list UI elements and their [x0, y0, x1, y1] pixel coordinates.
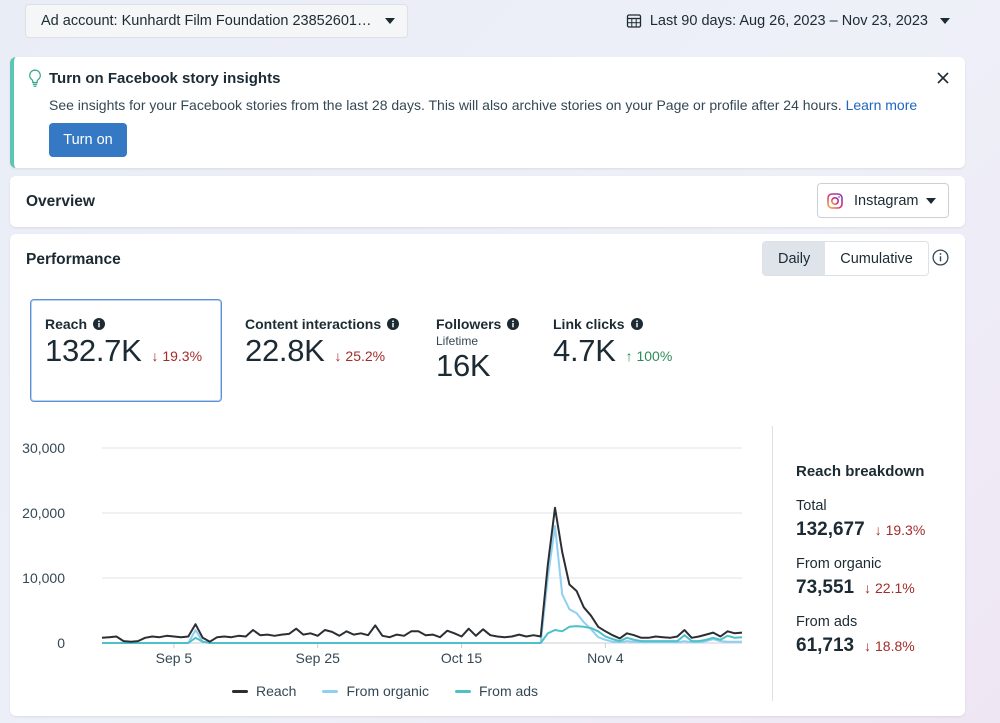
chevron-down-icon [385, 18, 395, 24]
metric-change: ↓ 19.3% [151, 348, 202, 364]
metric-change: ↓ 25.2% [335, 348, 386, 364]
series-line-from-organic [102, 525, 742, 644]
metric-change-value: 19.3% [162, 348, 203, 364]
info-icon[interactable] [630, 318, 643, 330]
metric-name-label: Reach [45, 316, 88, 332]
y-tick-label: 20,000 [22, 505, 65, 521]
y-tick-label: 10,000 [22, 570, 65, 586]
ad-account-dropdown[interactable]: Ad account: Kunhardt Film Foundation 238… [25, 4, 408, 38]
performance-panel: Performance Daily Cumulative Reach 132.7… [10, 234, 965, 716]
metric-content-interactions[interactable]: Content interactions 22.8K ↓ 25.2% [245, 316, 400, 369]
toggle-cumulative[interactable]: Cumulative [825, 242, 928, 275]
breakdown-change: ↓ 22.1% [864, 580, 915, 596]
metric-change: ↑ 100% [626, 348, 673, 364]
arrow-down-icon: ↓ [151, 348, 163, 364]
x-tick-label: Sep 5 [156, 650, 193, 666]
metric-name: Link clicks [553, 316, 672, 332]
breakdown-change: ↓ 19.3% [874, 522, 926, 538]
legend-swatch [454, 689, 471, 693]
x-tick-label: Sep 25 [296, 650, 341, 666]
arrow-down-icon: ↓ [334, 348, 346, 364]
overview-title: Overview [26, 193, 95, 210]
divider [772, 426, 773, 701]
banner-description-text: See insights for your Facebook stories f… [49, 97, 842, 113]
overview-header: Overview Instagram [10, 176, 965, 227]
story-insights-banner: Turn on Facebook story insights See insi… [10, 57, 965, 168]
breakdown-label: From organic [796, 556, 882, 572]
info-icon[interactable] [93, 318, 106, 330]
daily-cumulative-toggle: Daily Cumulative [762, 241, 929, 276]
legend-label: From organic [346, 683, 429, 699]
breakdown-number: 132,677 [796, 519, 865, 540]
legend-swatch [232, 689, 248, 693]
breakdown-value: 73,551 ↓ 22.1% [796, 577, 956, 599]
metric-name: Content interactions [245, 316, 400, 332]
legend-item-reach[interactable]: Reach [232, 683, 296, 699]
breakdown-value: 61,713 ↓ 18.8% [796, 635, 956, 657]
breakdown-change-value: 19.3% [885, 522, 926, 538]
metric-value: 132.7K [45, 333, 142, 368]
breakdown-label: From ads [796, 614, 858, 630]
metric-value: 22.8K [245, 333, 325, 368]
legend-label: From ads [478, 683, 539, 699]
info-icon[interactable] [387, 318, 400, 330]
toggle-daily[interactable]: Daily [763, 242, 826, 275]
performance-title: Performance [26, 251, 121, 268]
metric-name-label: Content interactions [245, 316, 382, 332]
metric-name: Followers [436, 316, 520, 332]
breakdown-title: Reach breakdown [796, 463, 925, 480]
arrow-up-icon: ↑ [625, 348, 637, 364]
ad-account-label: Ad account: Kunhardt Film Foundation 238… [41, 13, 372, 29]
learn-more-link[interactable]: Learn more [845, 97, 918, 113]
metric-value: 16K [436, 348, 491, 383]
chevron-down-icon [926, 197, 936, 204]
metric-link-clicks[interactable]: Link clicks 4.7K ↑ 100% [553, 316, 672, 369]
legend-swatch [322, 689, 339, 693]
lightbulb-icon [28, 69, 42, 92]
breakdown-label: Total [796, 498, 827, 514]
top-bar: Ad account: Kunhardt Film Foundation 238… [0, 0, 1000, 44]
metric-change-value: 25.2% [345, 348, 386, 364]
breakdown-change-value: 18.8% [875, 638, 915, 654]
series-line-from-ads [102, 625, 743, 644]
chart-legend: Reach From organic From ads [232, 683, 538, 699]
info-icon[interactable] [507, 318, 520, 330]
chevron-down-icon [940, 18, 950, 24]
breakdown-value: 132,677 ↓ 19.3% [796, 519, 956, 541]
info-icon[interactable] [932, 249, 949, 271]
legend-item-ads[interactable]: From ads [454, 683, 539, 699]
breakdown-change: ↓ 18.8% [864, 638, 915, 654]
banner-description: See insights for your Facebook stories f… [49, 97, 917, 113]
turn-on-button[interactable]: Turn on [49, 123, 127, 157]
breakdown-change-value: 22.1% [875, 580, 915, 596]
x-tick-label: Oct 15 [441, 650, 482, 666]
metric-name-label: Followers [436, 316, 502, 332]
x-tick-label: Nov 4 [587, 650, 624, 666]
series-line-reach [101, 506, 743, 643]
banner-title: Turn on Facebook story insights [49, 70, 281, 87]
metric-reach[interactable]: Reach 132.7K ↓ 19.3% [30, 299, 222, 402]
y-tick-label: 30,000 [22, 440, 65, 456]
reach-breakdown: Reach breakdown Total 132,677 ↓ 19.3% Fro… [796, 463, 956, 672]
date-range-dropdown[interactable]: Last 90 days: Aug 26, 2023 – Nov 23, 202… [626, 10, 950, 32]
breakdown-number: 61,713 [796, 635, 855, 656]
platform-label: Instagram [854, 192, 919, 209]
metric-value: 4.7K [553, 333, 616, 368]
legend-label: Reach [256, 683, 297, 699]
legend-item-organic[interactable]: From organic [322, 683, 429, 699]
metric-followers[interactable]: Followers Lifetime 16K [436, 316, 520, 384]
metric-name: Reach [45, 316, 221, 332]
platform-dropdown[interactable]: Instagram [817, 183, 949, 218]
y-tick-label: 0 [57, 635, 65, 651]
breakdown-number: 73,551 [796, 577, 855, 598]
close-icon[interactable] [937, 71, 949, 89]
metric-name-label: Link clicks [553, 316, 625, 332]
metric-change-value: 100% [636, 348, 673, 364]
date-range-label: Last 90 days: Aug 26, 2023 – Nov 23, 202… [649, 13, 928, 29]
calendar-icon [626, 13, 642, 29]
metric-subtitle: Lifetime [436, 334, 479, 348]
reach-line-chart: 30,000 20,000 10,000 0 Sep 5 Sep 25 Oct 15 Nov … [22, 440, 743, 666]
instagram-icon [827, 192, 843, 209]
